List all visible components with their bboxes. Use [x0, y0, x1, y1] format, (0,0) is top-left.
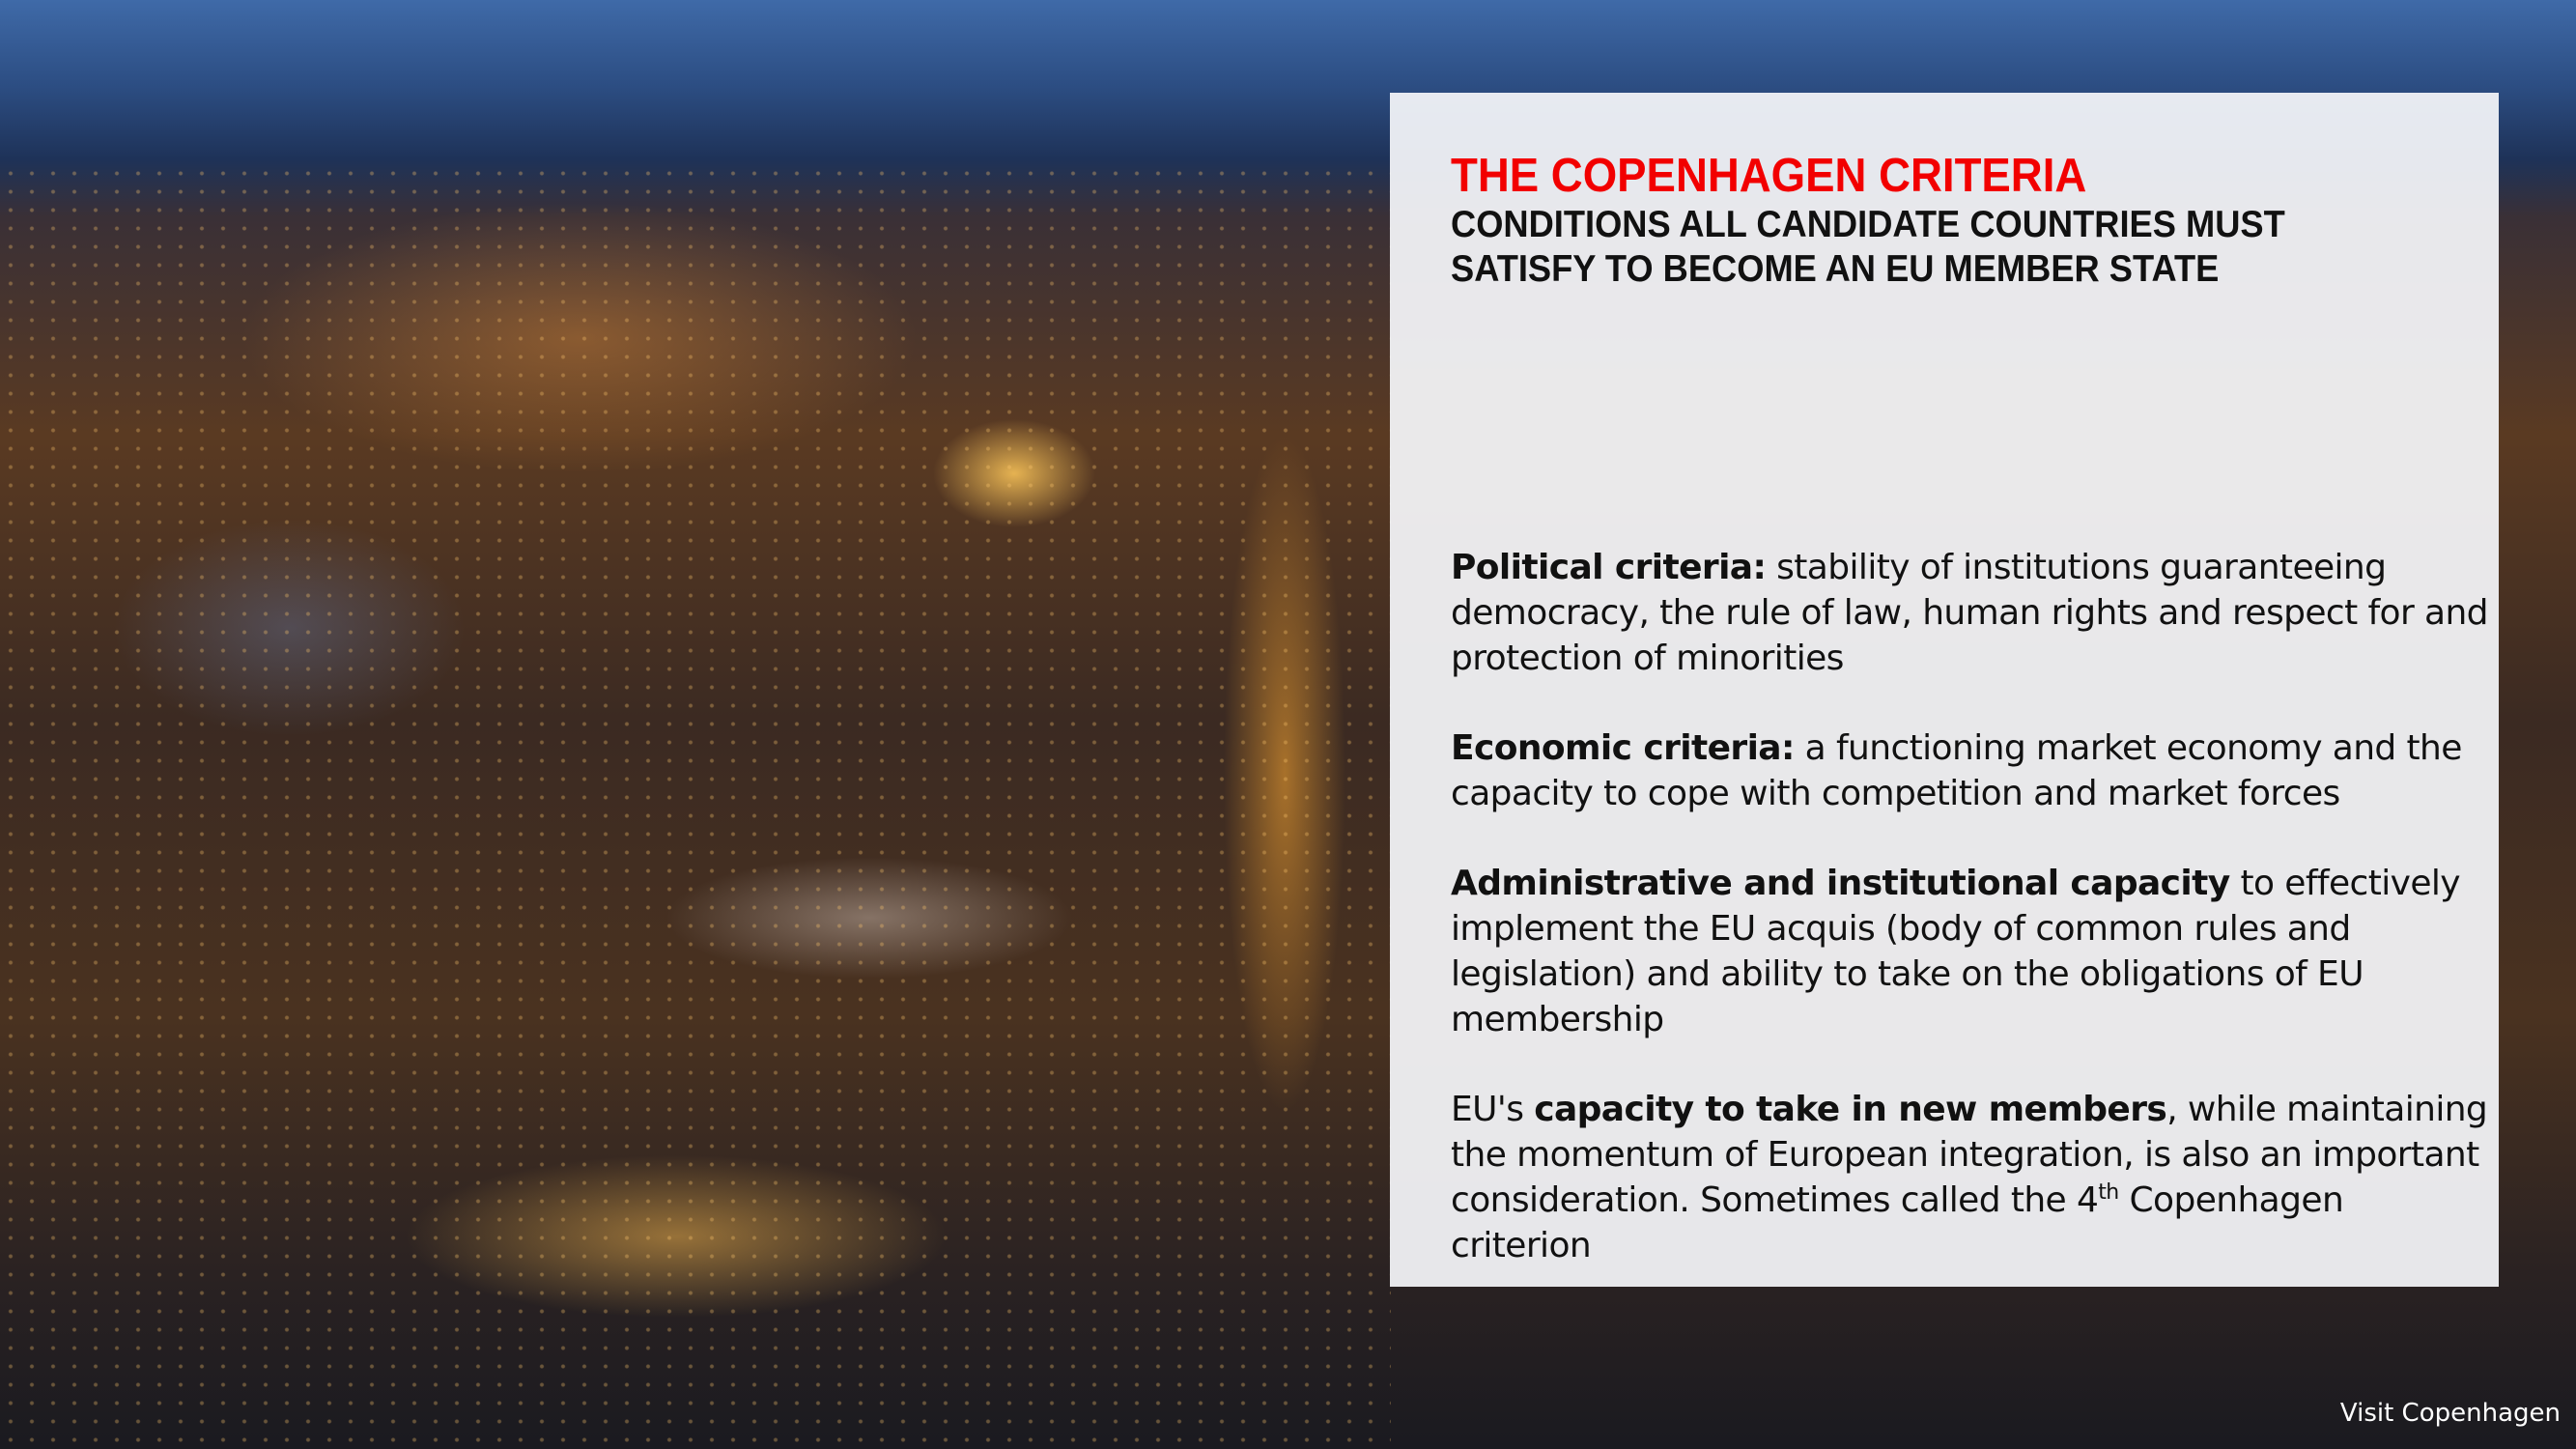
criterion-label: capacity to take in new members: [1534, 1090, 2167, 1129]
criterion-label: Administrative and institutional capacit…: [1451, 864, 2230, 903]
text-panel: THE COPENHAGEN CRITERIA CONDITIONS ALL C…: [1390, 93, 2499, 1287]
criterion-label: Economic criteria:: [1451, 728, 1795, 768]
criterion-text: a functioning market economy and the cap…: [1451, 728, 2462, 813]
criterion-prefix: EU's: [1451, 1090, 1535, 1129]
photo-credit: Visit Copenhagen: [2339, 1399, 2561, 1428]
criterion-text: stability of institutions guaranteeing d…: [1451, 548, 2489, 678]
criterion-economic: Economic criteria: a functioning market …: [1451, 725, 2494, 816]
slide-subtitle: CONDITIONS ALL CANDIDATE COUNTRIES MUST …: [1451, 204, 2285, 290]
criterion-suffix: Copenhagen criterion: [1451, 1180, 2344, 1265]
criterion-political: Political criteria: stability of institu…: [1451, 545, 2494, 681]
criterion-text: to effectively implement the EU acquis (…: [1451, 864, 2461, 1039]
criterion-capacity: EU's capacity to take in new members, wh…: [1451, 1087, 2494, 1268]
criterion-text: , while maintaining the momentum of Euro…: [1451, 1090, 2488, 1220]
criteria-list: Political criteria: stability of institu…: [1451, 545, 2494, 1313]
criterion-administrative: Administrative and institutional capacit…: [1451, 861, 2494, 1042]
criterion-ordinal: th: [2098, 1180, 2119, 1205]
city-lights: [0, 164, 1391, 1449]
criterion-label: Political criteria:: [1451, 548, 1767, 587]
slide-title: THE COPENHAGEN CRITERIA: [1451, 150, 2087, 202]
criterion-number: 4: [2076, 1180, 2099, 1220]
